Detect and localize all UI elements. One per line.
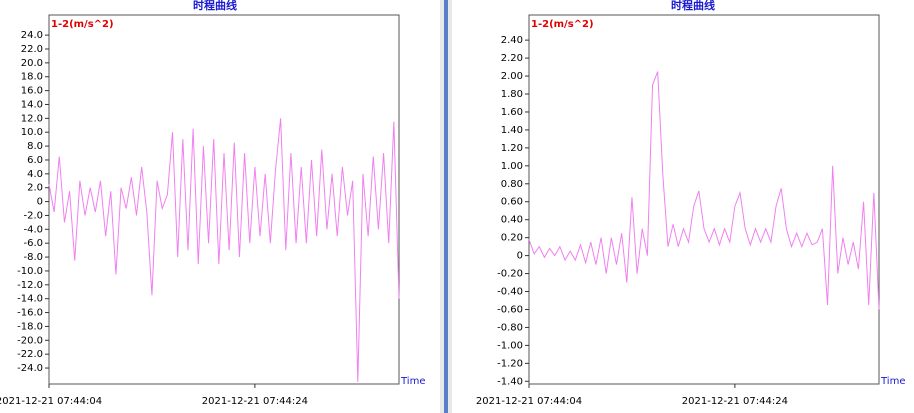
y-tick-label: 2.0 bbox=[27, 183, 43, 194]
y-tick-label: 1.00 bbox=[501, 161, 523, 172]
y-tick-label: -0.20 bbox=[497, 269, 523, 280]
y-tick-label: 14.0 bbox=[21, 99, 43, 110]
chart-title: 时程曲线 bbox=[671, 0, 715, 12]
signal-line bbox=[528, 71, 880, 310]
y-tick-label: 12.0 bbox=[21, 113, 43, 124]
y-tick-label: 4.0 bbox=[27, 169, 43, 180]
y-tick-label: 20.0 bbox=[21, 58, 43, 69]
y-tick-label: 8.0 bbox=[27, 141, 43, 152]
y-tick-label: 1.60 bbox=[501, 107, 523, 118]
y-tick-label: 1.20 bbox=[501, 143, 523, 154]
y-tick-label: -10.0 bbox=[17, 266, 43, 277]
x-tick-label: 2021-12-21 07:44:04 bbox=[476, 396, 582, 407]
y-tick-label: 0.40 bbox=[501, 215, 523, 226]
y-tick-label: -1.00 bbox=[497, 340, 523, 351]
y-tick-label: -16.0 bbox=[17, 308, 43, 319]
y-tick-label: -20.0 bbox=[17, 335, 43, 346]
y-tick-label: 1.40 bbox=[501, 125, 523, 136]
y-tick-label: 22.0 bbox=[21, 44, 43, 55]
y-tick-label: -18.0 bbox=[17, 321, 43, 332]
x-tick-label: 2021-12-21 07:44:04 bbox=[0, 396, 102, 407]
y-tick-label: 2.40 bbox=[501, 35, 523, 46]
y-tick-label: -0.60 bbox=[497, 304, 523, 315]
splitter-bar bbox=[444, 0, 448, 413]
y-tick-label: 1.80 bbox=[501, 89, 523, 100]
y-axis-label: 1-2(m/s^2) bbox=[531, 19, 594, 30]
y-tick-label: -1.40 bbox=[497, 376, 523, 387]
plot-area bbox=[48, 14, 400, 385]
y-tick-label: 0 bbox=[37, 197, 43, 208]
y-axis-label: 1-2(m/s^2) bbox=[51, 19, 114, 30]
y-tick-label: -24.0 bbox=[17, 363, 43, 374]
y-tick-label: -0.80 bbox=[497, 322, 523, 333]
y-tick-label: 18.0 bbox=[21, 72, 43, 83]
y-tick-label: -6.0 bbox=[23, 238, 43, 249]
chart-title: 时程曲线 bbox=[193, 0, 237, 12]
plot-area bbox=[528, 14, 880, 385]
signal-line bbox=[48, 118, 400, 382]
y-tick-label: -22.0 bbox=[17, 349, 43, 360]
y-tick-label: 0.60 bbox=[501, 197, 523, 208]
x-axis-label: Time bbox=[880, 376, 905, 387]
x-axis-label: Time bbox=[400, 376, 425, 387]
y-tick-label: 0 bbox=[517, 251, 523, 262]
y-tick-label: 0.80 bbox=[501, 179, 523, 190]
y-tick-label: 2.00 bbox=[501, 71, 523, 82]
y-tick-label: 16.0 bbox=[21, 86, 43, 97]
y-tick-label: 2.20 bbox=[501, 53, 523, 64]
y-tick-label: 0.20 bbox=[501, 233, 523, 244]
y-tick-label: -12.0 bbox=[17, 280, 43, 291]
y-tick-label: -14.0 bbox=[17, 294, 43, 305]
x-tick-label: 2021-12-21 07:44:24 bbox=[202, 396, 308, 407]
y-tick-label: 24.0 bbox=[21, 30, 43, 41]
y-tick-label: -8.0 bbox=[23, 252, 43, 263]
y-tick-label: -1.20 bbox=[497, 358, 523, 369]
y-tick-label: -2.0 bbox=[23, 210, 43, 221]
y-tick-label: -0.40 bbox=[497, 287, 523, 298]
y-tick-label: 10.0 bbox=[21, 127, 43, 138]
x-tick-label: 2021-12-21 07:44:24 bbox=[682, 396, 788, 407]
y-tick-label: -4.0 bbox=[23, 224, 43, 235]
y-tick-label: 6.0 bbox=[27, 155, 43, 166]
